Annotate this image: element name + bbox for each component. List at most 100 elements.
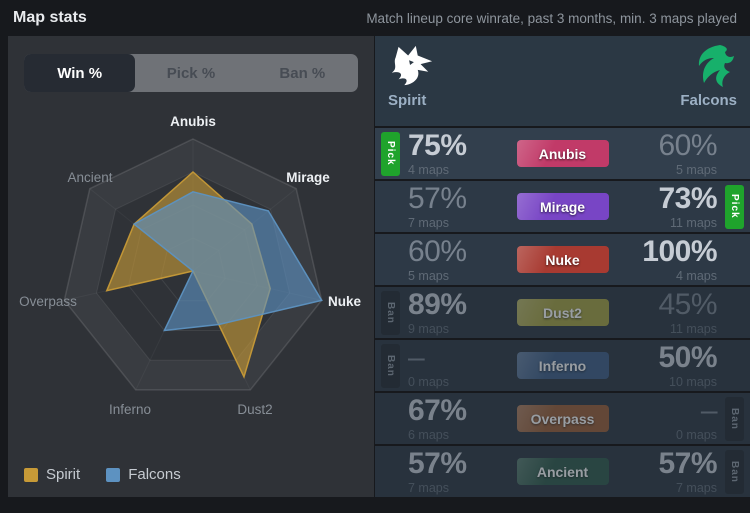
widget-header: Map stats Match lineup core winrate, pas… xyxy=(0,0,750,36)
stat-type-tabs: Win % Pick % Ban % xyxy=(24,54,358,92)
ban-badge: Ban xyxy=(381,290,400,335)
ban-badge: Ban xyxy=(381,343,400,388)
left-badge-slot: Pick xyxy=(380,131,401,176)
right-badge-slot: Pick xyxy=(724,184,745,229)
map-badge-overpass: Overpass xyxy=(516,405,609,432)
falcons-stats: 100% 4 maps xyxy=(613,234,725,283)
header-subtitle: Match lineup core winrate, past 3 months… xyxy=(366,10,737,26)
tab-pick[interactable]: Pick % xyxy=(166,64,216,82)
spirit-winrate: 57% xyxy=(408,446,467,480)
map-row-nuke: 60% 5 maps Nuke 100% 4 maps xyxy=(375,234,750,285)
radar-axis-label-anubis: Anubis xyxy=(170,114,216,129)
spirit-winrate: 57% xyxy=(408,181,467,215)
map-badge-mirage: Mirage xyxy=(516,193,609,220)
spirit-winrate: – xyxy=(408,340,425,374)
falcons-winrate: 60% xyxy=(658,128,717,162)
ban-badge: Ban xyxy=(725,396,744,441)
radar-panel: Win % Pick % Ban % Anubis Mirage Nuke Dust2 In… xyxy=(8,36,374,497)
pick-badge: Pick xyxy=(725,184,744,229)
spirit-winrate: 67% xyxy=(408,393,467,427)
row-content: 57% 7 maps Mirage 73% 11 maps Pick xyxy=(380,181,745,232)
falcons-maps-count: 11 maps xyxy=(669,215,717,230)
map-row-dust2: Ban 89% 9 maps Dust2 45% 11 maps xyxy=(375,287,750,338)
radar-axis-label-inferno: Inferno xyxy=(109,402,151,417)
map-row-anubis: Pick 75% 4 maps Anubis 60% 5 maps xyxy=(375,128,750,179)
spirit-winrate: 89% xyxy=(408,287,467,321)
falcons-stats: 60% 5 maps xyxy=(613,128,725,177)
teams-header: Spirit Falcons xyxy=(375,36,750,126)
map-badge-nuke: Nuke xyxy=(516,246,609,273)
left-badge-slot: Ban xyxy=(380,343,401,388)
chart-legend: Spirit Falcons xyxy=(24,466,181,483)
falcons-winrate: 57% xyxy=(658,446,717,480)
falcons-maps-count: 7 maps xyxy=(676,480,717,495)
map-badge-ancient: Ancient xyxy=(516,458,609,485)
pick-badge: Pick xyxy=(381,131,400,176)
spirit-stats: 57% 7 maps xyxy=(401,446,513,495)
map-badge-inferno: Inferno xyxy=(516,352,609,379)
right-badge-slot: Ban xyxy=(724,396,745,441)
row-content: 57% 7 maps Ancient 57% 7 maps Ban xyxy=(380,446,745,497)
spirit-winrate: 60% xyxy=(408,234,467,268)
spirit-stats: 60% 5 maps xyxy=(401,234,513,283)
spirit-maps-count: 5 maps xyxy=(408,268,449,283)
radar-axis-label-nuke: Nuke xyxy=(328,294,362,309)
spirit-dragon-logo xyxy=(391,45,433,86)
spirit-maps-count: 7 maps xyxy=(408,480,449,495)
falcons-stats: –0 maps xyxy=(613,393,725,442)
left-badge-slot: Ban xyxy=(380,290,401,335)
legend-label: Spirit xyxy=(46,466,81,483)
falcons-maps-count: 0 maps xyxy=(676,427,717,442)
row-content: Pick 75% 4 maps Anubis 60% 5 maps xyxy=(380,128,745,179)
falcons-maps-count: 11 maps xyxy=(669,321,717,336)
falcons-maps-count: 10 maps xyxy=(669,374,717,389)
map-table-panel: Spirit Falcons Pick 75% 4 maps Anubis 60% 5 m… xyxy=(375,36,750,497)
map-badge-anubis: Anubis xyxy=(516,140,609,167)
radar-axis-label-overpass: Overpass xyxy=(19,294,77,309)
spirit-stats: –0 maps xyxy=(401,340,513,389)
falcons-winrate: – xyxy=(700,393,718,427)
falcons-stats: 57% 7 maps xyxy=(613,446,725,495)
legend-swatch-falcons xyxy=(106,467,121,482)
falcons-bird-logo xyxy=(698,45,734,87)
row-content: Ban –0 maps Inferno 50% 10 maps xyxy=(380,340,745,391)
falcons-maps-count: 5 maps xyxy=(676,162,717,177)
map-row-ancient: 57% 7 maps Ancient 57% 7 maps Ban xyxy=(375,446,750,497)
radar-axis-label-ancient: Ancient xyxy=(67,170,112,185)
page-title: Map stats xyxy=(13,9,87,26)
team-falcons: Falcons xyxy=(680,44,737,109)
spirit-stats: 89% 9 maps xyxy=(401,287,513,336)
spirit-winrate: 75% xyxy=(408,128,467,162)
radar-series-falcons xyxy=(132,191,323,332)
spirit-maps-count: 0 maps xyxy=(408,374,449,389)
falcons-winrate: 100% xyxy=(642,234,717,268)
legend-item-spirit: Spirit xyxy=(24,466,80,483)
ban-badge: Ban xyxy=(725,449,744,494)
spirit-maps-count: 7 maps xyxy=(408,215,449,230)
tab-ban[interactable]: Ban % xyxy=(279,64,326,82)
right-badge-slot: Ban xyxy=(724,449,745,494)
tab-win[interactable]: Win % xyxy=(24,54,136,92)
radar-chart: Anubis Mirage Nuke Dust2 Inferno Overpass Anci… xyxy=(19,114,362,417)
legend-swatch-spirit xyxy=(24,467,38,482)
falcons-stats: 73% 11 maps xyxy=(613,183,725,230)
row-content: 60% 5 maps Nuke 100% 4 maps xyxy=(380,234,745,285)
falcons-stats: 45% 11 maps xyxy=(613,287,725,336)
spirit-maps-count: 9 maps xyxy=(408,321,449,336)
row-content: Ban 89% 9 maps Dust2 45% 11 maps xyxy=(380,287,745,338)
falcons-winrate: 45% xyxy=(658,287,717,321)
team-name: Falcons xyxy=(680,92,737,109)
team-spirit: Spirit xyxy=(388,44,434,109)
spirit-stats: 75% 4 maps xyxy=(401,128,513,177)
falcons-winrate: 50% xyxy=(658,340,717,374)
radar-axis-label-mirage: Mirage xyxy=(286,170,330,185)
spirit-maps-count: 6 maps xyxy=(408,427,449,442)
legend-label: Falcons xyxy=(128,466,181,483)
falcons-maps-count: 4 maps xyxy=(676,268,717,283)
legend-item-falcons: Falcons xyxy=(106,466,181,483)
team-name: Spirit xyxy=(388,92,427,109)
map-row-overpass: 67% 6 maps Overpass –0 maps Ban xyxy=(375,393,750,444)
map-row-inferno: Ban –0 maps Inferno 50% 10 maps xyxy=(375,340,750,391)
spirit-stats: 67% 6 maps xyxy=(401,393,513,442)
